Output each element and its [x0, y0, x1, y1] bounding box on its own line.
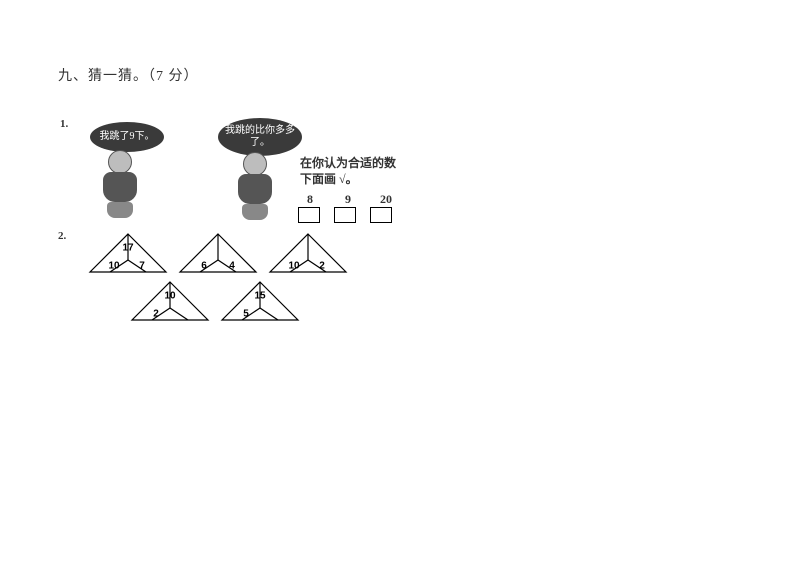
section-title: 九、猜一猜。（7 分）	[58, 65, 199, 85]
tri-r1-0-right: 7	[139, 261, 145, 272]
triangle-r2-0: 10 2	[130, 280, 210, 322]
q2-number: 2.	[58, 230, 66, 242]
tri-r1-1-right: 4	[229, 261, 235, 272]
speech-bubble-left: 我跳了9下。	[90, 122, 164, 152]
kid-illustration-left	[95, 150, 145, 220]
q1-instruction-line2: 下面画 √。	[300, 171, 396, 187]
q1-checkbox-row	[298, 207, 392, 223]
tri-r1-2-right: 2	[319, 261, 325, 272]
q1-options-row: 8 9 20	[300, 192, 396, 207]
q1-instruction-line1: 在你认为合适的数	[300, 155, 396, 171]
bubble-right-text: 我跳的比你多多了。	[224, 125, 296, 149]
q1-option-0: 8	[300, 192, 320, 207]
tri-r2-0-left: 2	[153, 309, 159, 320]
tri-r2-1-left: 5	[243, 309, 249, 320]
tri-r1-2-left: 10	[288, 261, 300, 272]
tri-r1-0-top: 17	[122, 243, 134, 254]
tri-r2-0-top: 10	[164, 291, 176, 302]
q1-instruction: 在你认为合适的数 下面画 √。	[300, 155, 396, 187]
page-root: 九、猜一猜。（7 分） 1. 我跳了9下。 我跳的比你多多了。 在你认为合适的数…	[0, 0, 800, 565]
q1-option-1: 9	[338, 192, 358, 207]
q1-checkbox-2[interactable]	[370, 207, 392, 223]
q1-option-2: 20	[376, 192, 396, 207]
tri-r1-1-left: 6	[201, 261, 207, 272]
q1-checkbox-1[interactable]	[334, 207, 356, 223]
speech-bubble-right: 我跳的比你多多了。	[218, 118, 302, 156]
bubble-left-text: 我跳了9下。	[100, 131, 155, 143]
tri-r1-0-left: 10	[108, 261, 120, 272]
triangle-r1-2: 10 2	[268, 232, 348, 274]
tri-r2-1-top: 15	[254, 291, 266, 302]
q1-checkbox-0[interactable]	[298, 207, 320, 223]
q1-number: 1.	[60, 118, 68, 130]
triangle-r1-1: 6 4	[178, 232, 258, 274]
kid-illustration-right	[230, 152, 280, 222]
triangle-r1-0: 17 10 7	[88, 232, 168, 274]
triangle-r2-1: 15 5	[220, 280, 300, 322]
